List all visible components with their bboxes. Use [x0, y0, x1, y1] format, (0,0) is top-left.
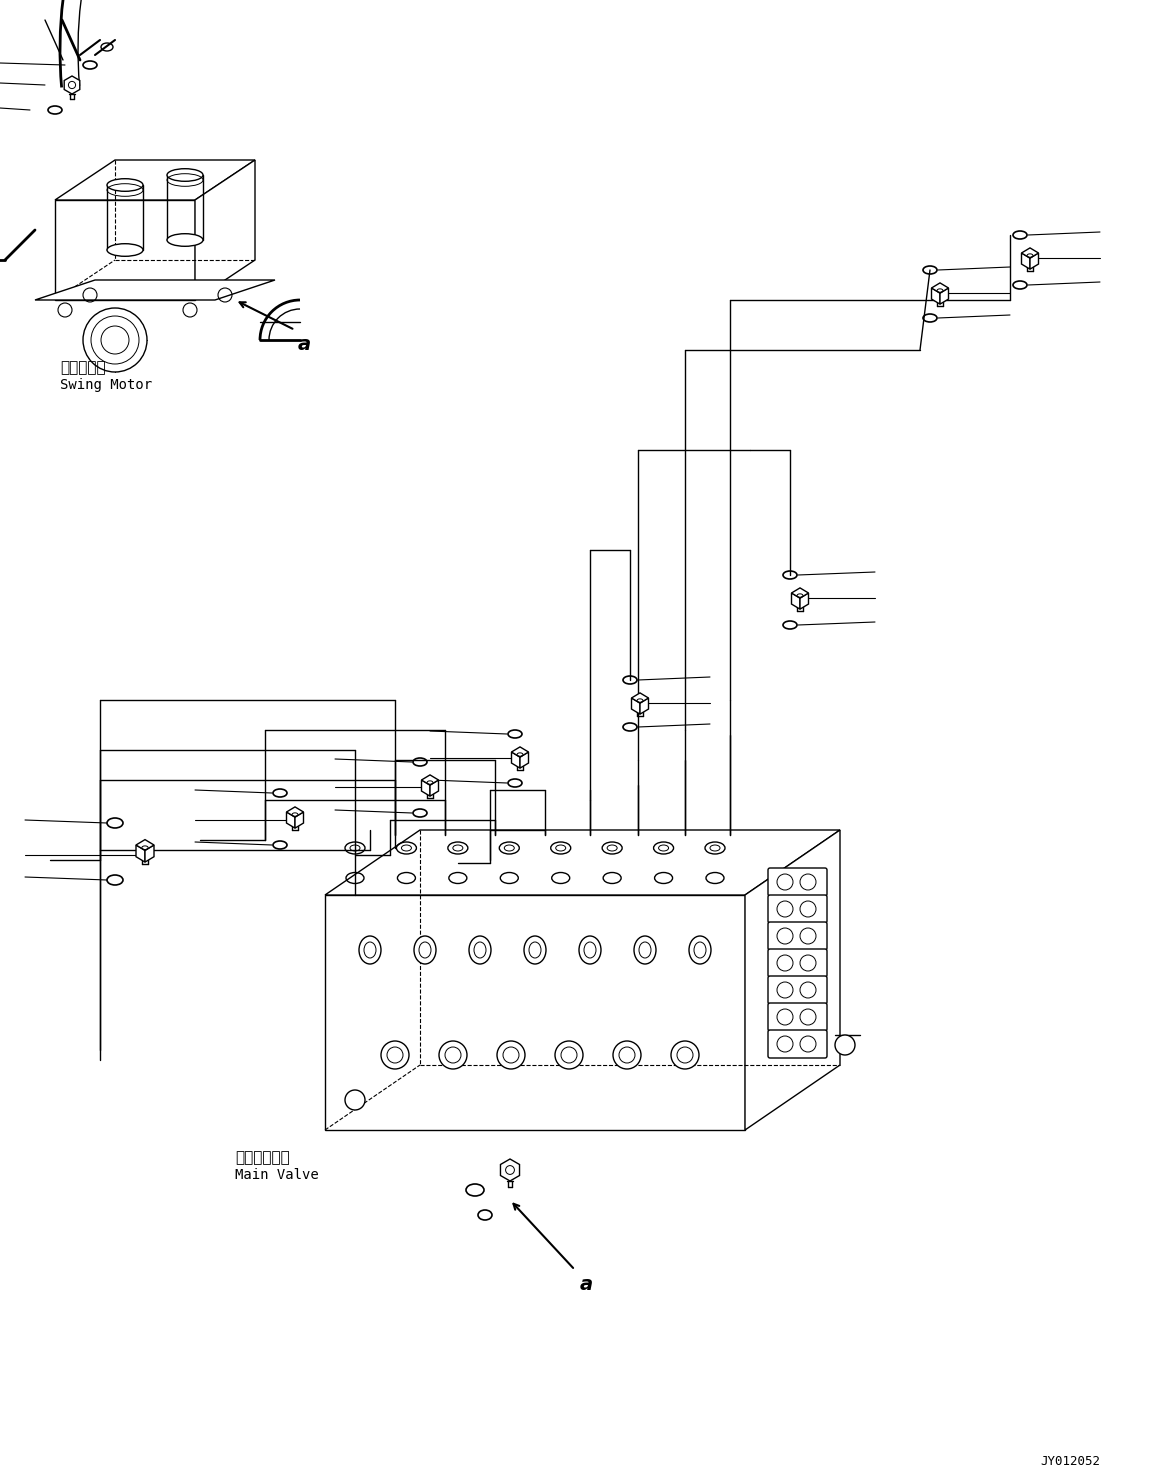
- Ellipse shape: [468, 936, 491, 964]
- Ellipse shape: [107, 244, 143, 256]
- Polygon shape: [295, 812, 304, 828]
- Polygon shape: [632, 692, 648, 703]
- Polygon shape: [287, 812, 295, 828]
- FancyBboxPatch shape: [768, 950, 828, 978]
- Circle shape: [83, 308, 147, 373]
- Polygon shape: [195, 160, 256, 300]
- FancyBboxPatch shape: [768, 921, 828, 950]
- Circle shape: [497, 1041, 525, 1069]
- Polygon shape: [520, 751, 528, 768]
- Polygon shape: [511, 751, 520, 768]
- Circle shape: [439, 1041, 467, 1069]
- Circle shape: [381, 1041, 409, 1069]
- Polygon shape: [325, 895, 745, 1130]
- Text: JY012052: JY012052: [1041, 1455, 1100, 1469]
- FancyBboxPatch shape: [768, 895, 828, 923]
- FancyBboxPatch shape: [768, 976, 828, 1004]
- Polygon shape: [136, 845, 145, 862]
- FancyBboxPatch shape: [768, 868, 828, 896]
- Polygon shape: [136, 840, 154, 850]
- Circle shape: [345, 1090, 365, 1111]
- Text: メインバルブ: メインバルブ: [235, 1151, 290, 1165]
- Circle shape: [671, 1041, 699, 1069]
- Text: 旋回モータ: 旋回モータ: [60, 359, 106, 376]
- Text: Swing Motor: Swing Motor: [60, 379, 152, 392]
- Polygon shape: [421, 775, 439, 785]
- Polygon shape: [430, 779, 439, 796]
- Ellipse shape: [579, 936, 601, 964]
- Ellipse shape: [359, 936, 381, 964]
- Polygon shape: [287, 808, 304, 816]
- Polygon shape: [55, 160, 256, 200]
- Polygon shape: [1030, 253, 1038, 269]
- Polygon shape: [325, 830, 840, 895]
- Polygon shape: [745, 830, 840, 1130]
- Circle shape: [834, 1035, 855, 1055]
- Ellipse shape: [414, 936, 436, 964]
- Ellipse shape: [689, 936, 711, 964]
- Polygon shape: [632, 698, 640, 714]
- Ellipse shape: [524, 936, 546, 964]
- Text: a: a: [580, 1275, 593, 1294]
- Polygon shape: [792, 587, 808, 598]
- Circle shape: [613, 1041, 641, 1069]
- Circle shape: [555, 1041, 584, 1069]
- Ellipse shape: [167, 234, 203, 247]
- Polygon shape: [501, 1160, 519, 1182]
- Polygon shape: [511, 747, 528, 757]
- Text: Main Valve: Main Valve: [235, 1168, 319, 1182]
- Polygon shape: [145, 845, 154, 862]
- Polygon shape: [640, 698, 648, 714]
- Polygon shape: [940, 288, 948, 305]
- FancyBboxPatch shape: [768, 1029, 828, 1057]
- Ellipse shape: [107, 179, 143, 191]
- Polygon shape: [55, 200, 195, 300]
- Polygon shape: [35, 280, 275, 300]
- FancyBboxPatch shape: [768, 1003, 828, 1031]
- Text: a: a: [298, 336, 311, 353]
- Polygon shape: [931, 282, 948, 293]
- Polygon shape: [421, 779, 430, 796]
- Ellipse shape: [634, 936, 656, 964]
- Polygon shape: [1021, 253, 1030, 269]
- Polygon shape: [1021, 248, 1038, 259]
- Polygon shape: [800, 593, 808, 609]
- Polygon shape: [931, 288, 940, 305]
- Polygon shape: [792, 593, 800, 609]
- Polygon shape: [64, 75, 79, 95]
- Ellipse shape: [167, 169, 203, 182]
